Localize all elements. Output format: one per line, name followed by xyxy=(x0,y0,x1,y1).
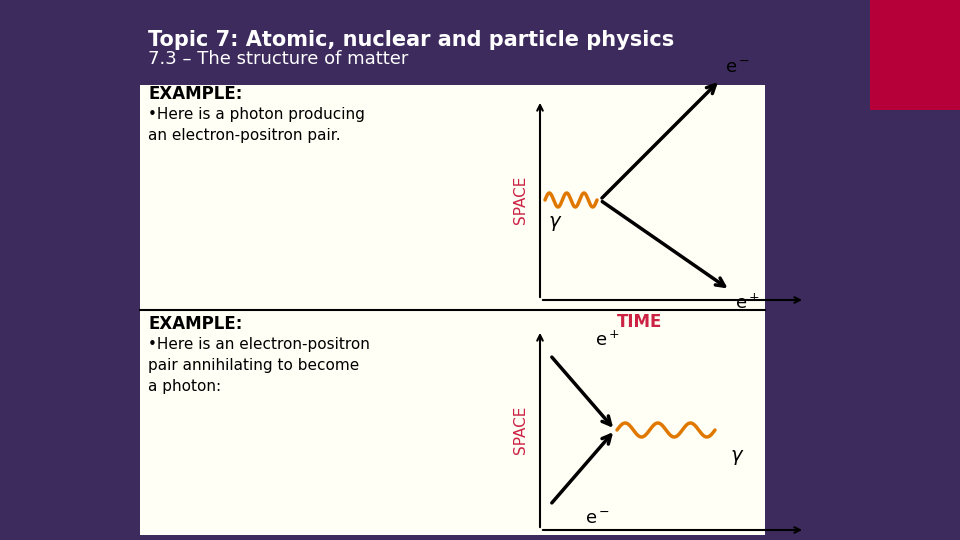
Text: TIME: TIME xyxy=(617,313,662,331)
Text: e$^-$: e$^-$ xyxy=(725,59,750,77)
Text: •Here is a photon producing: •Here is a photon producing xyxy=(148,107,365,122)
Bar xyxy=(870,0,960,110)
Text: SPACE: SPACE xyxy=(513,406,528,454)
Text: e$^+$: e$^+$ xyxy=(595,330,620,350)
Text: e$^+$: e$^+$ xyxy=(735,293,760,312)
Text: •Here is an electron-positron: •Here is an electron-positron xyxy=(148,337,370,352)
Text: e$^-$: e$^-$ xyxy=(585,510,610,528)
Text: $\gamma$: $\gamma$ xyxy=(548,214,563,233)
Text: $\gamma$: $\gamma$ xyxy=(730,448,744,467)
Text: 7.3 – The structure of matter: 7.3 – The structure of matter xyxy=(148,50,408,68)
Text: EXAMPLE:: EXAMPLE: xyxy=(148,85,242,103)
Text: SPACE: SPACE xyxy=(513,176,528,224)
Bar xyxy=(140,85,765,535)
Text: Topic 7: Atomic, nuclear and particle physics: Topic 7: Atomic, nuclear and particle ph… xyxy=(148,30,674,50)
Text: EXAMPLE:: EXAMPLE: xyxy=(148,315,242,333)
Text: a photon:: a photon: xyxy=(148,379,221,394)
Text: pair annihilating to become: pair annihilating to become xyxy=(148,358,359,373)
Text: an electron-positron pair.: an electron-positron pair. xyxy=(148,128,341,143)
